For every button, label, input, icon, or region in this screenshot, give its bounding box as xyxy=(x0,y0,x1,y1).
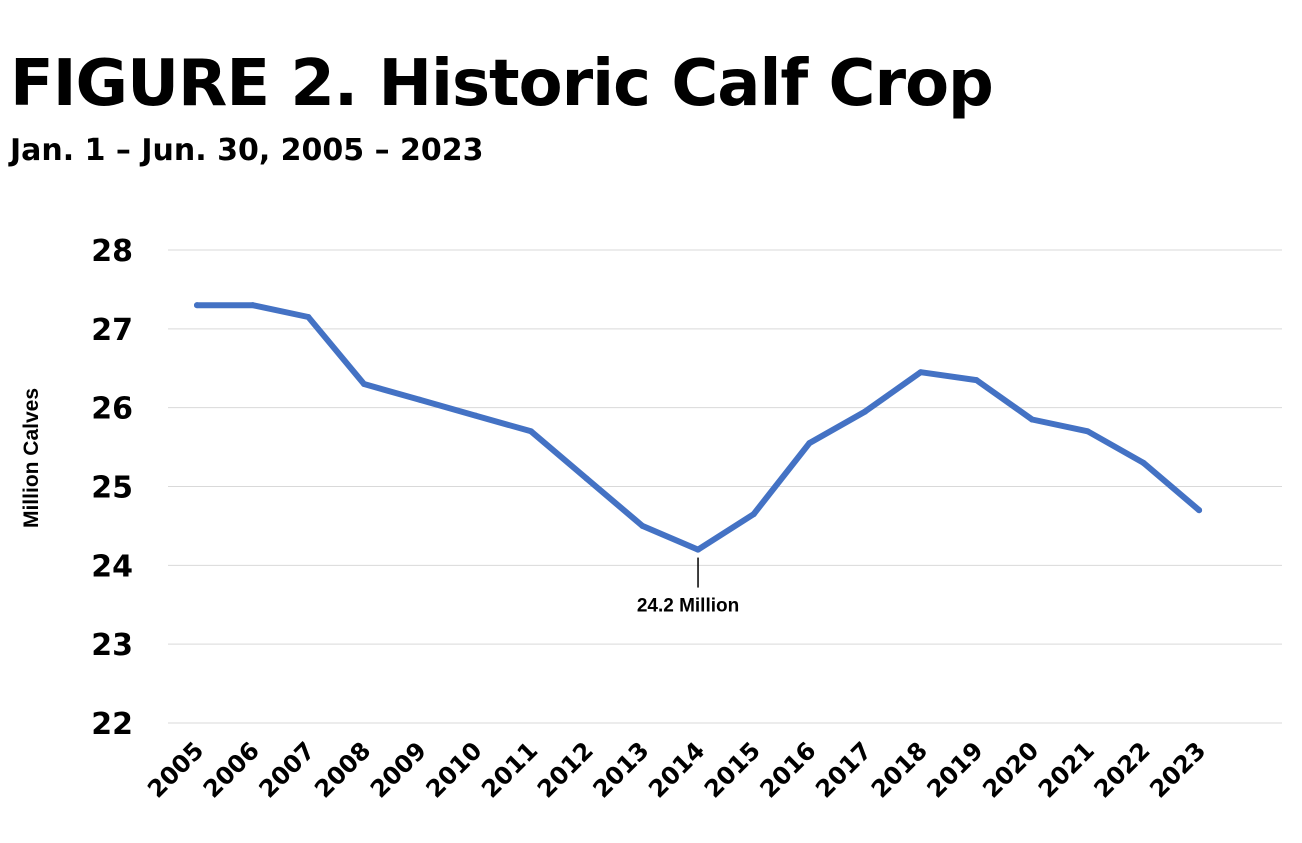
data-point xyxy=(416,396,423,403)
data-point xyxy=(862,408,869,415)
series-line xyxy=(194,302,1203,553)
data-point xyxy=(472,412,479,419)
data-point xyxy=(1084,428,1091,435)
gridlines xyxy=(168,249,1282,724)
data-point xyxy=(750,511,757,518)
data-point xyxy=(1196,507,1203,514)
x-tick-label: 2014 xyxy=(643,736,710,803)
y-tick-label: 26 xyxy=(91,392,133,427)
x-tick-label: 2009 xyxy=(365,736,432,803)
data-point xyxy=(917,369,924,376)
data-point xyxy=(194,302,200,309)
y-tick-label: 22 xyxy=(91,707,133,742)
y-tick-label: 23 xyxy=(91,628,133,663)
y-tick-label: 27 xyxy=(91,313,133,348)
x-tick-label: 2012 xyxy=(532,736,599,803)
data-point xyxy=(1029,416,1036,423)
data-point xyxy=(361,381,368,388)
x-tick-label: 2021 xyxy=(1033,736,1100,803)
x-axis-ticks: 2005200620072008200920102011201220132014… xyxy=(142,736,1211,803)
data-point xyxy=(695,546,702,553)
x-tick-label: 2008 xyxy=(309,736,376,803)
y-axis-label: Million Calves xyxy=(20,388,43,528)
data-point xyxy=(249,302,256,309)
annotations: 24.2 Million xyxy=(637,557,739,617)
x-tick-label: 2015 xyxy=(699,736,766,803)
data-point xyxy=(305,314,312,321)
x-tick-label: 2005 xyxy=(142,736,209,803)
x-tick-label: 2017 xyxy=(810,736,877,803)
x-tick-label: 2006 xyxy=(198,736,265,803)
y-tick-label: 24 xyxy=(91,549,133,584)
series-group xyxy=(194,302,1203,553)
data-point xyxy=(583,475,590,482)
x-tick-label: 2018 xyxy=(866,736,933,803)
y-axis-ticks: 22 23 24 25 26 27 28 xyxy=(91,234,133,742)
x-tick-label: 2011 xyxy=(476,736,543,803)
y-tick-label: 28 xyxy=(91,234,133,269)
x-tick-label: 2020 xyxy=(977,736,1044,803)
data-point xyxy=(639,522,646,529)
x-tick-label: 2013 xyxy=(588,736,655,803)
x-tick-label: 2007 xyxy=(254,736,321,803)
data-point xyxy=(973,377,980,384)
x-tick-label: 2023 xyxy=(1144,736,1211,803)
annotation-label: 24.2 Million xyxy=(637,596,739,617)
chart-title: FIGURE 2. Historic Calf Crop xyxy=(10,47,994,121)
chart-subtitle: Jan. 1 – Jun. 30, 2005 – 2023 xyxy=(10,133,484,168)
y-tick-label: 25 xyxy=(91,471,133,506)
x-tick-label: 2022 xyxy=(1089,736,1156,803)
data-point xyxy=(806,440,813,447)
data-point xyxy=(528,428,535,435)
x-tick-label: 2019 xyxy=(922,736,989,803)
x-tick-label: 2016 xyxy=(755,736,822,803)
data-point xyxy=(1140,459,1147,466)
x-tick-label: 2010 xyxy=(421,736,488,803)
